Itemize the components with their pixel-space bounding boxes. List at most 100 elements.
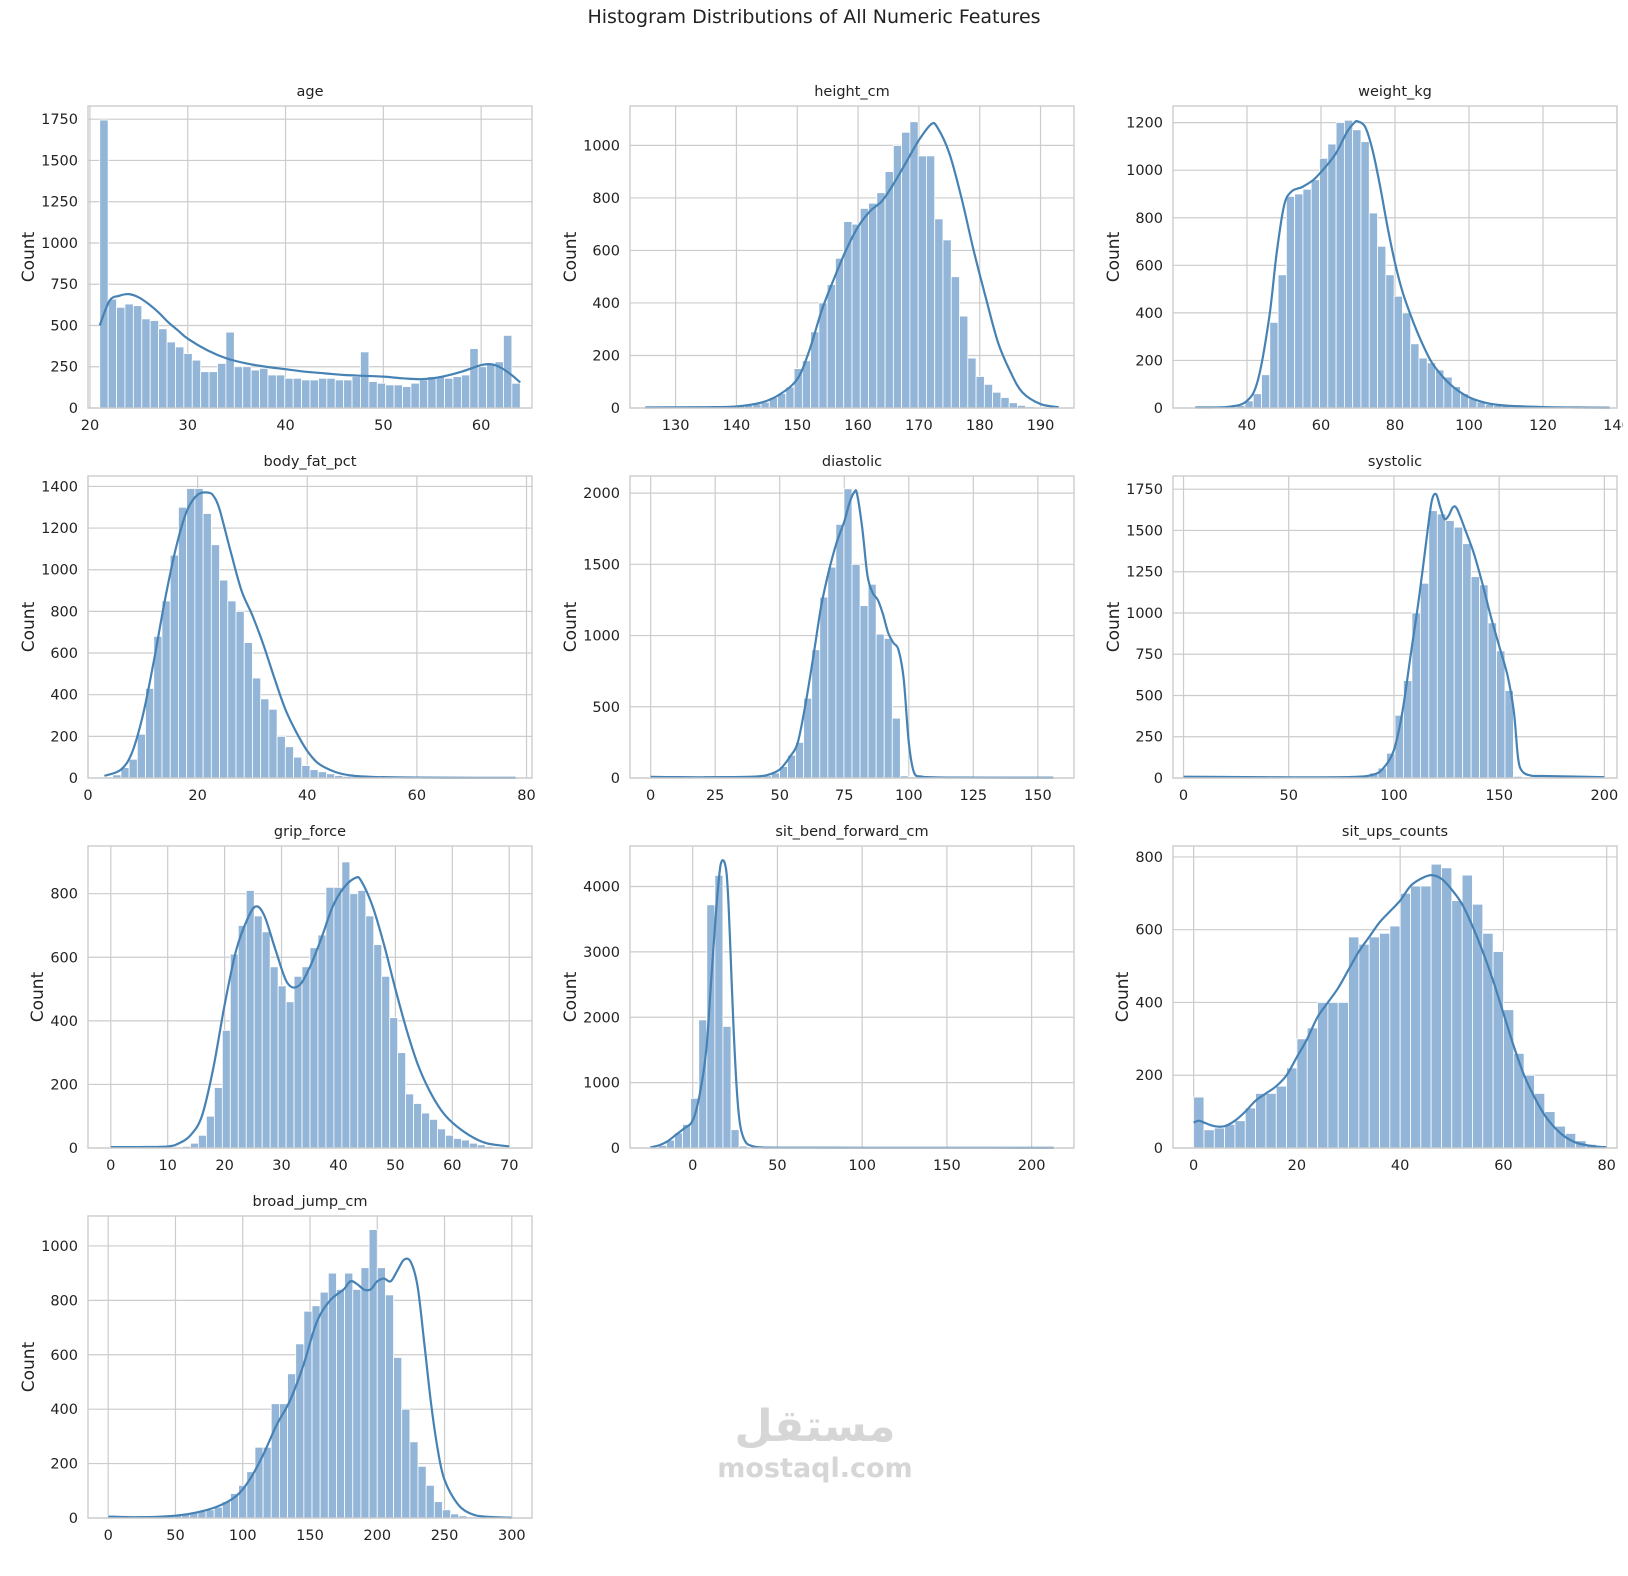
histogram-bar	[350, 894, 358, 1148]
histogram-bar	[318, 772, 326, 778]
histogram-bar	[270, 967, 278, 1148]
histogram-bar	[187, 488, 195, 778]
histogram-bar	[170, 555, 178, 778]
histogram-bar	[327, 378, 335, 408]
y-tick-label: 0	[1154, 771, 1163, 787]
y-tick-label: 800	[592, 191, 620, 207]
histogram-bar	[382, 976, 390, 1148]
x-tick-label: 50	[1280, 788, 1298, 804]
histogram-bar	[1204, 1130, 1214, 1148]
subplot-title: grip_force	[274, 824, 346, 840]
y-tick-label: 1750	[41, 112, 78, 128]
histogram-bar	[1009, 403, 1017, 408]
histogram-bar	[137, 734, 145, 778]
histogram-bar	[406, 1094, 414, 1148]
x-tick-label: 0	[106, 1158, 115, 1174]
x-tick-label: 60	[408, 788, 426, 804]
watermark-logo: مستقل	[715, 1400, 915, 1454]
histogram-bar	[190, 1143, 198, 1148]
histogram-bar	[100, 120, 108, 408]
subplot-title: age	[296, 84, 323, 100]
y-tick-label: 500	[592, 700, 620, 716]
y-tick-label: 400	[50, 688, 78, 704]
histogram-bar	[1001, 397, 1009, 408]
y-tick-label: 0	[1154, 401, 1163, 417]
subplot-title: weight_kg	[1358, 84, 1432, 100]
histogram-bar	[844, 222, 852, 408]
histogram-bar	[238, 925, 246, 1148]
histogram-bar	[268, 375, 276, 408]
y-tick-label: 400	[1135, 306, 1163, 322]
histogram-bar	[699, 1020, 707, 1148]
histogram-bar	[108, 299, 116, 408]
histogram-bar	[419, 380, 427, 408]
y-tick-label: 1200	[1126, 116, 1163, 132]
y-tick-label: 200	[592, 348, 620, 364]
y-tick-label: 250	[1135, 730, 1163, 746]
y-tick-label: 1750	[1126, 482, 1163, 498]
y-tick-label: 1000	[41, 1239, 78, 1255]
y-tick-label: 600	[50, 1348, 78, 1364]
histogram-bar	[162, 601, 170, 778]
x-tick-label: 80	[1597, 1158, 1615, 1174]
histogram-bars	[111, 862, 509, 1148]
histogram-bar	[827, 285, 835, 408]
y-tick-label: 250	[50, 360, 78, 376]
histogram-bar	[1311, 180, 1319, 408]
y-tick-label: 200	[50, 729, 78, 745]
y-tick-label: 0	[611, 1141, 620, 1157]
histogram-bar	[374, 945, 382, 1148]
histogram-bar	[1497, 651, 1505, 778]
y-tick-label: 1500	[41, 153, 78, 169]
y-tick-label: 600	[592, 243, 620, 259]
histogram-bar	[276, 375, 284, 408]
histogram-bar	[206, 1510, 214, 1518]
histogram-bar	[1402, 313, 1410, 408]
histogram-bar	[369, 1230, 377, 1518]
y-tick-label: 600	[50, 646, 78, 662]
histogram-bar	[345, 1273, 353, 1518]
histogram-bar	[1463, 544, 1471, 778]
histogram-bar	[117, 307, 125, 408]
histogram-bar	[418, 1466, 426, 1518]
y-tick-label: 1000	[583, 629, 620, 645]
histogram-bar	[461, 375, 469, 408]
x-tick-label: 25	[706, 788, 724, 804]
histogram-bar	[294, 757, 302, 778]
histogram-bar	[993, 392, 1001, 408]
histogram-bars	[651, 489, 1054, 778]
histogram-bar	[184, 354, 192, 408]
x-tick-label: 100	[895, 788, 923, 804]
histogram-bar	[1328, 144, 1336, 408]
y-tick-label: 200	[50, 1457, 78, 1473]
histogram-bar	[1214, 1128, 1224, 1148]
histogram-bar	[469, 1143, 477, 1148]
histogram-bar	[1338, 1002, 1348, 1148]
histogram-bar	[390, 1018, 398, 1148]
histogram-bar	[1353, 130, 1361, 408]
histogram-bar	[893, 145, 901, 408]
x-tick-label: 0	[688, 1158, 697, 1174]
subplot-title: sit_ups_counts	[1342, 824, 1448, 840]
x-tick-label: 40	[298, 788, 316, 804]
histogram-bar	[394, 1357, 402, 1518]
histogram-bar	[310, 380, 318, 408]
histogram-bar	[209, 372, 217, 408]
histogram-bar	[1295, 194, 1303, 408]
y-tick-label: 600	[1135, 258, 1163, 274]
histogram-bar	[1245, 1108, 1255, 1148]
histogram-bar	[410, 1442, 418, 1518]
histogram-bar	[1266, 1093, 1276, 1148]
histogram-bar	[1514, 1053, 1524, 1148]
y-tick-label: 1250	[1126, 565, 1163, 581]
histogram-bar	[398, 1053, 406, 1148]
histogram-bar	[902, 132, 910, 408]
histogram-bar	[217, 363, 225, 408]
histogram-bar	[860, 606, 868, 778]
histogram-bar	[1262, 375, 1270, 408]
x-tick-label: 40	[1238, 418, 1256, 434]
histogram-bar	[836, 524, 844, 778]
x-tick-label: 0	[83, 788, 92, 804]
x-tick-label: 200	[363, 1528, 391, 1544]
